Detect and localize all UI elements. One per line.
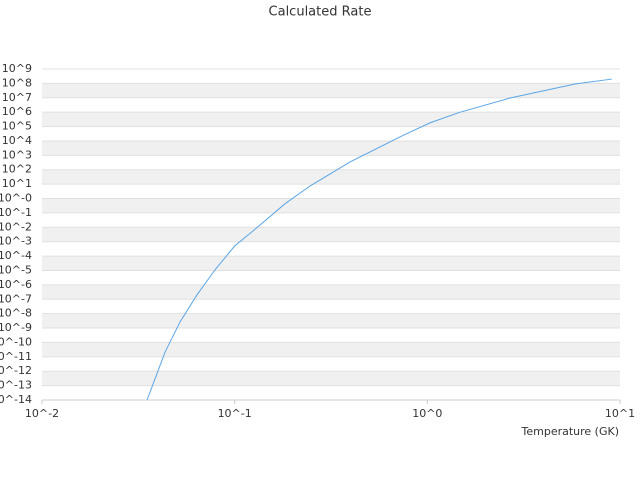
y-tick-label: 10^-4 [0, 249, 32, 262]
y-tick-label: 10^4 [2, 134, 32, 147]
grid-band [42, 371, 620, 386]
grid-band [42, 198, 620, 213]
x-tick-label: 10^1 [605, 407, 635, 420]
y-tick-label: 10^-9 [0, 321, 32, 334]
grid-band [42, 342, 620, 357]
grid-band [42, 83, 620, 98]
grid-band [42, 169, 620, 185]
y-tick-label: 10^-11 [0, 350, 32, 363]
y-tick-label: 10^-12 [0, 364, 32, 377]
y-tick-label: 10^8 [2, 76, 32, 89]
y-tick-label: 10^-7 [0, 292, 32, 305]
grid-band [42, 112, 620, 127]
y-tick-label: 10^9 [2, 62, 32, 75]
grid-band [42, 313, 620, 329]
y-tick-label: 10^7 [2, 91, 32, 104]
y-tick-label: 10^-5 [0, 263, 32, 276]
y-tick-label: 10^6 [2, 105, 32, 118]
data-line [146, 78, 612, 401]
y-tick-label: 10^3 [2, 148, 32, 161]
x-tick-label: 10^-1 [218, 407, 252, 420]
y-tick-label: 10^-3 [0, 235, 32, 248]
x-axis-label: Temperature (GK) [521, 425, 620, 438]
y-tick-label: 10^5 [2, 120, 32, 133]
y-tick-label: 10^-2 [0, 220, 32, 233]
y-tick-label: 10^-10 [0, 335, 32, 348]
y-tick-label: 10^2 [2, 163, 32, 176]
y-tick-label: 10^-14 [0, 393, 32, 406]
y-tick-label: 10^-0 [0, 192, 32, 205]
y-tick-label: 10^-8 [0, 307, 32, 320]
chart-title: Calculated Rate [269, 5, 372, 20]
grid-band [42, 284, 620, 300]
y-tick-label: 10^1 [2, 177, 32, 190]
y-tick-label: 10^-13 [0, 379, 32, 392]
grid-band [42, 140, 620, 156]
y-tick-label: 10^-6 [0, 278, 32, 291]
x-tick-label: 10^0 [412, 407, 442, 420]
grid-band [42, 227, 620, 242]
grid-band [42, 256, 620, 271]
x-tick-label: 10^-2 [25, 407, 59, 420]
y-tick-label: 10^-1 [0, 206, 32, 219]
